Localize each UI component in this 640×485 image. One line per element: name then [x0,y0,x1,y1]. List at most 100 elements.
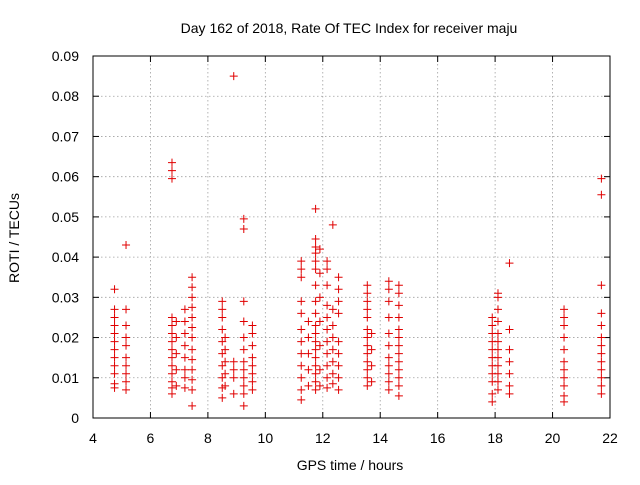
data-point [180,365,189,374]
data-point [394,381,403,390]
data-point [122,353,131,362]
data-point [304,333,313,342]
data-point [505,259,514,268]
data-point [394,391,403,400]
data-point [560,321,569,330]
x-axis-label: GPS time / hours [297,457,404,473]
data-point [248,341,257,350]
data-point [311,377,320,386]
data-point [560,333,569,342]
data-point [180,317,189,326]
y-tick-label: 0.03 [52,289,79,305]
data-point [560,357,569,366]
data-point [122,361,131,370]
data-point [328,321,337,330]
data-point [328,305,337,314]
data-point [311,337,320,346]
data-point [488,397,497,406]
data-point [188,355,197,364]
data-point [328,379,337,388]
data-point [597,341,606,350]
data-point [323,281,332,290]
data-point [110,345,119,354]
data-point [505,325,514,334]
y-tick-label: 0.09 [52,48,79,64]
plot-frame [92,55,611,419]
data-point [122,341,131,350]
data-point [110,353,119,362]
data-point [239,214,248,223]
data-point [493,361,502,370]
data-point [311,257,320,266]
data-point [218,337,227,346]
data-point [122,305,131,314]
data-point [363,381,372,390]
data-point [311,309,320,318]
data-point [110,305,119,314]
data-point [188,365,197,374]
data-point [493,293,502,302]
data-point [167,369,176,378]
data-point [221,333,230,342]
data-point [315,269,324,278]
data-point [311,297,320,306]
data-point [394,301,403,310]
data-point [334,273,343,282]
data-point [493,305,502,314]
data-point [122,241,131,250]
data-point [597,381,606,390]
data-point [394,333,403,342]
data-point [488,321,497,330]
data-point [560,365,569,374]
data-point [218,313,227,322]
data-point [560,313,569,322]
data-point [334,385,343,394]
data-point [311,329,320,338]
data-point [363,305,372,314]
data-point [394,281,403,290]
data-point [315,293,324,302]
data-point [334,337,343,346]
data-point [172,365,181,374]
data-point [384,277,393,286]
data-point [188,375,197,384]
data-point [394,357,403,366]
data-point [597,333,606,342]
data-point [597,309,606,318]
data-point [110,329,119,338]
data-point [505,389,514,398]
data-point [239,389,248,398]
data-point [597,349,606,358]
data-point [221,357,230,366]
data-point [180,329,189,338]
data-point [493,353,502,362]
data-point [367,361,376,370]
data-point [597,174,606,183]
data-point [493,369,502,378]
data-point [311,235,320,244]
x-tick-label: 20 [545,430,561,446]
data-point [248,353,257,362]
data-point [239,317,248,326]
data-point [560,373,569,382]
data-point [218,297,227,306]
data-point [122,333,131,342]
data-point [248,385,257,394]
data-point [597,321,606,330]
data-point [172,349,181,358]
data-point [221,345,230,354]
data-point [334,309,343,318]
data-point [167,166,176,175]
data-point [323,325,332,334]
data-point [167,329,176,338]
data-point [323,349,332,358]
data-point [334,285,343,294]
x-tick-label: 12 [315,430,331,446]
data-point [363,373,372,382]
data-point [122,377,131,386]
data-point [110,313,119,322]
data-point [384,329,393,338]
data-point [394,341,403,350]
